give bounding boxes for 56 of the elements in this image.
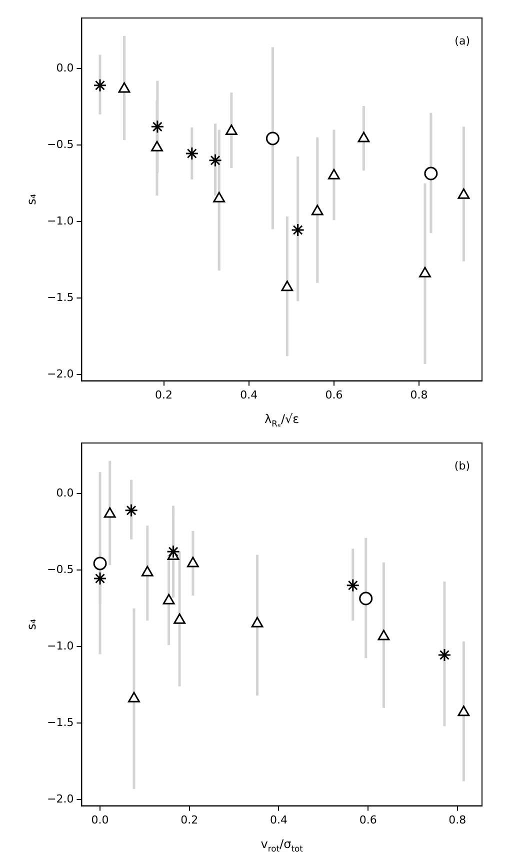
annotation: (b) [454, 459, 470, 472]
point [93, 572, 107, 586]
x-tick-label: 0.8 [448, 813, 466, 826]
y-tick-label: −0.5 [46, 562, 74, 576]
x-tick-label: 0.6 [359, 813, 377, 826]
y-tick-label: −0.5 [46, 138, 74, 151]
x-tick-label: 0.2 [155, 388, 173, 402]
point [358, 132, 370, 142]
point [281, 280, 294, 292]
point [124, 504, 138, 518]
x-tick-label: 0.0 [91, 813, 109, 826]
point [162, 594, 175, 604]
point [93, 556, 107, 570]
point [213, 192, 226, 202]
point [328, 168, 340, 180]
point [104, 507, 116, 518]
point [291, 223, 305, 237]
point [311, 204, 324, 216]
point [166, 544, 180, 558]
y-tick-label: −2.0 [46, 792, 74, 806]
x-tick-label: 0.4 [270, 813, 288, 826]
point [458, 706, 470, 716]
point [174, 613, 186, 624]
point [251, 616, 264, 628]
y-tick-label: −1.5 [46, 716, 74, 729]
point [458, 188, 470, 199]
y-axis-title: s₄ [24, 618, 39, 630]
point [185, 146, 199, 160]
point [150, 120, 164, 134]
x-tick-label: 0.4 [240, 388, 258, 402]
point [141, 566, 154, 576]
y-tick-label: −1.0 [46, 639, 74, 652]
point [128, 692, 140, 702]
x-tick-label: 0.2 [180, 813, 198, 826]
y-tick-label: −1.0 [46, 214, 74, 228]
x-tick-label: 0.8 [410, 388, 428, 402]
point [266, 132, 280, 146]
y-tick-label: 0.0 [56, 486, 74, 500]
point [359, 592, 373, 606]
y-tick-label: −2.0 [46, 368, 74, 381]
point [378, 630, 390, 640]
annotation: (a) [454, 34, 470, 48]
y-tick-label: −1.5 [46, 290, 74, 304]
point [438, 648, 452, 662]
y-tick-label: 0.0 [56, 61, 74, 74]
point [208, 154, 222, 168]
point [346, 578, 360, 592]
point [151, 140, 163, 152]
x-tick-label: 0.6 [325, 388, 343, 402]
point [424, 166, 438, 180]
point [93, 78, 107, 92]
point [419, 266, 431, 278]
y-axis-title: s₄ [24, 194, 39, 205]
point [118, 82, 130, 93]
point [226, 124, 238, 136]
point [187, 556, 199, 568]
